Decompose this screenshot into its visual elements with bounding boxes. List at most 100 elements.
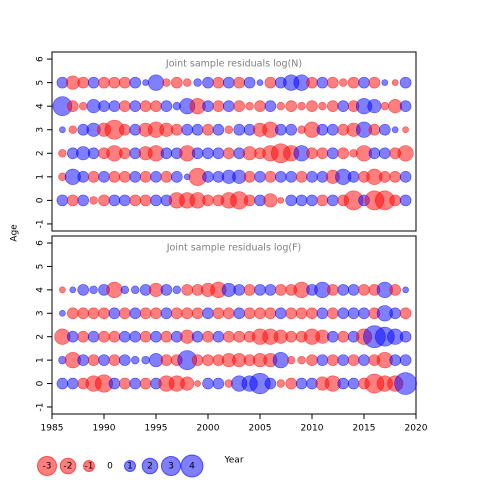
y-tick-label: 5 — [36, 264, 46, 270]
residual-bubble — [67, 330, 79, 343]
residual-bubble — [160, 307, 173, 320]
residual-bubble — [295, 194, 308, 207]
residual-bubble — [254, 307, 266, 320]
residual-bubble — [129, 171, 141, 183]
residual-bubble — [202, 147, 214, 160]
panel-title: Joint sample residuals log(F) — [166, 243, 302, 254]
residual-bubble — [150, 330, 162, 343]
residual-bubble — [171, 307, 183, 320]
legend-bubble — [124, 460, 136, 472]
residual-bubble — [337, 354, 350, 366]
residual-bubble — [108, 307, 121, 320]
legend-bubble — [59, 457, 77, 475]
residual-bubble — [337, 284, 350, 296]
y-tick-label: -1 — [36, 219, 46, 228]
residual-bubble — [381, 79, 389, 86]
residual-bubble — [160, 330, 173, 343]
residual-bubble — [358, 307, 370, 320]
residual-bubble — [139, 194, 152, 207]
residual-bubble — [119, 194, 131, 207]
residual-bubble — [306, 354, 318, 366]
residual-bubble — [306, 76, 318, 89]
residual-bubble — [347, 76, 360, 89]
residual-bubble — [397, 145, 414, 162]
residual-bubble — [358, 284, 370, 296]
residual-bubble — [306, 194, 318, 207]
x-tick-label: 2010 — [301, 424, 324, 434]
residual-bubble — [389, 171, 402, 183]
residual-bubble — [264, 307, 277, 320]
residual-bubble — [139, 100, 152, 112]
residual-bubble — [171, 123, 183, 136]
residual-bubble — [56, 194, 69, 207]
residual-bubble — [212, 123, 225, 136]
residual-bubble — [139, 307, 152, 320]
residual-bubble — [98, 76, 110, 89]
residual-bubble — [306, 171, 318, 183]
residual-bubble — [263, 193, 278, 208]
residual-bubble — [119, 100, 131, 112]
residual-bubble — [141, 355, 150, 365]
residual-bubble — [272, 352, 289, 369]
residual-bubble — [129, 76, 141, 89]
residual-bubble — [316, 147, 329, 160]
legend-bubble — [36, 455, 58, 477]
residual-bubble — [59, 126, 66, 134]
residual-bubble — [318, 101, 327, 111]
residual-bubble — [399, 171, 412, 183]
residual-bubble — [295, 377, 308, 390]
residual-bubble — [139, 171, 152, 183]
residual-bubble — [233, 100, 245, 112]
legend-label: -3 — [43, 462, 52, 472]
residual-bubble — [202, 354, 214, 366]
x-tick-label: 2005 — [249, 424, 272, 434]
residual-bubble — [67, 307, 79, 320]
residual-bubble — [285, 100, 298, 112]
residual-bubble — [171, 76, 183, 89]
residual-bubble — [212, 76, 225, 89]
residual-bubble — [277, 197, 285, 204]
residual-bubble — [150, 307, 162, 320]
legend-bubble — [141, 457, 159, 475]
residual-bubble — [129, 100, 141, 112]
residual-bubble — [202, 194, 214, 207]
residual-bubble — [119, 307, 131, 320]
residual-bubble — [67, 194, 79, 207]
x-axis-label: Year — [223, 456, 243, 466]
x-tick-label: 2000 — [197, 424, 220, 434]
residual-bubble — [264, 76, 277, 89]
y-tick-label: 4 — [36, 103, 46, 109]
residual-bubble — [347, 377, 360, 390]
residual-bubble — [306, 307, 318, 320]
residual-bubble — [285, 194, 298, 207]
residual-bubble — [171, 171, 183, 183]
residual-bubble — [399, 354, 412, 366]
y-axis-label: Age — [10, 224, 20, 242]
residual-bubble — [243, 171, 256, 183]
residual-bubble — [160, 100, 173, 112]
residual-bubble — [119, 171, 131, 183]
residual-bubble — [223, 100, 235, 112]
residual-bubble — [56, 377, 69, 390]
residual-bubble — [316, 354, 329, 366]
residual-bubble — [306, 147, 318, 160]
residual-bubble — [297, 355, 306, 365]
residual-bubble — [108, 377, 121, 390]
residual-bubble — [378, 147, 391, 160]
x-tick-label: 2015 — [353, 424, 376, 434]
residual-bubble — [139, 377, 152, 390]
legend-bubble — [83, 460, 95, 472]
residual-bubble — [160, 171, 173, 183]
legend-label: 4 — [189, 462, 195, 472]
residual-bubble — [87, 171, 100, 183]
residual-bubble — [160, 284, 173, 296]
residual-bubble — [98, 307, 110, 320]
residual-bubble — [77, 194, 89, 207]
residual-bubble — [264, 284, 277, 296]
y-tick-label: 5 — [36, 80, 46, 86]
residual-bubble — [106, 281, 123, 298]
residual-bubble — [378, 123, 391, 136]
residual-bubble — [87, 354, 100, 366]
residual-bubble — [191, 147, 204, 160]
residual-bubble — [337, 377, 350, 390]
